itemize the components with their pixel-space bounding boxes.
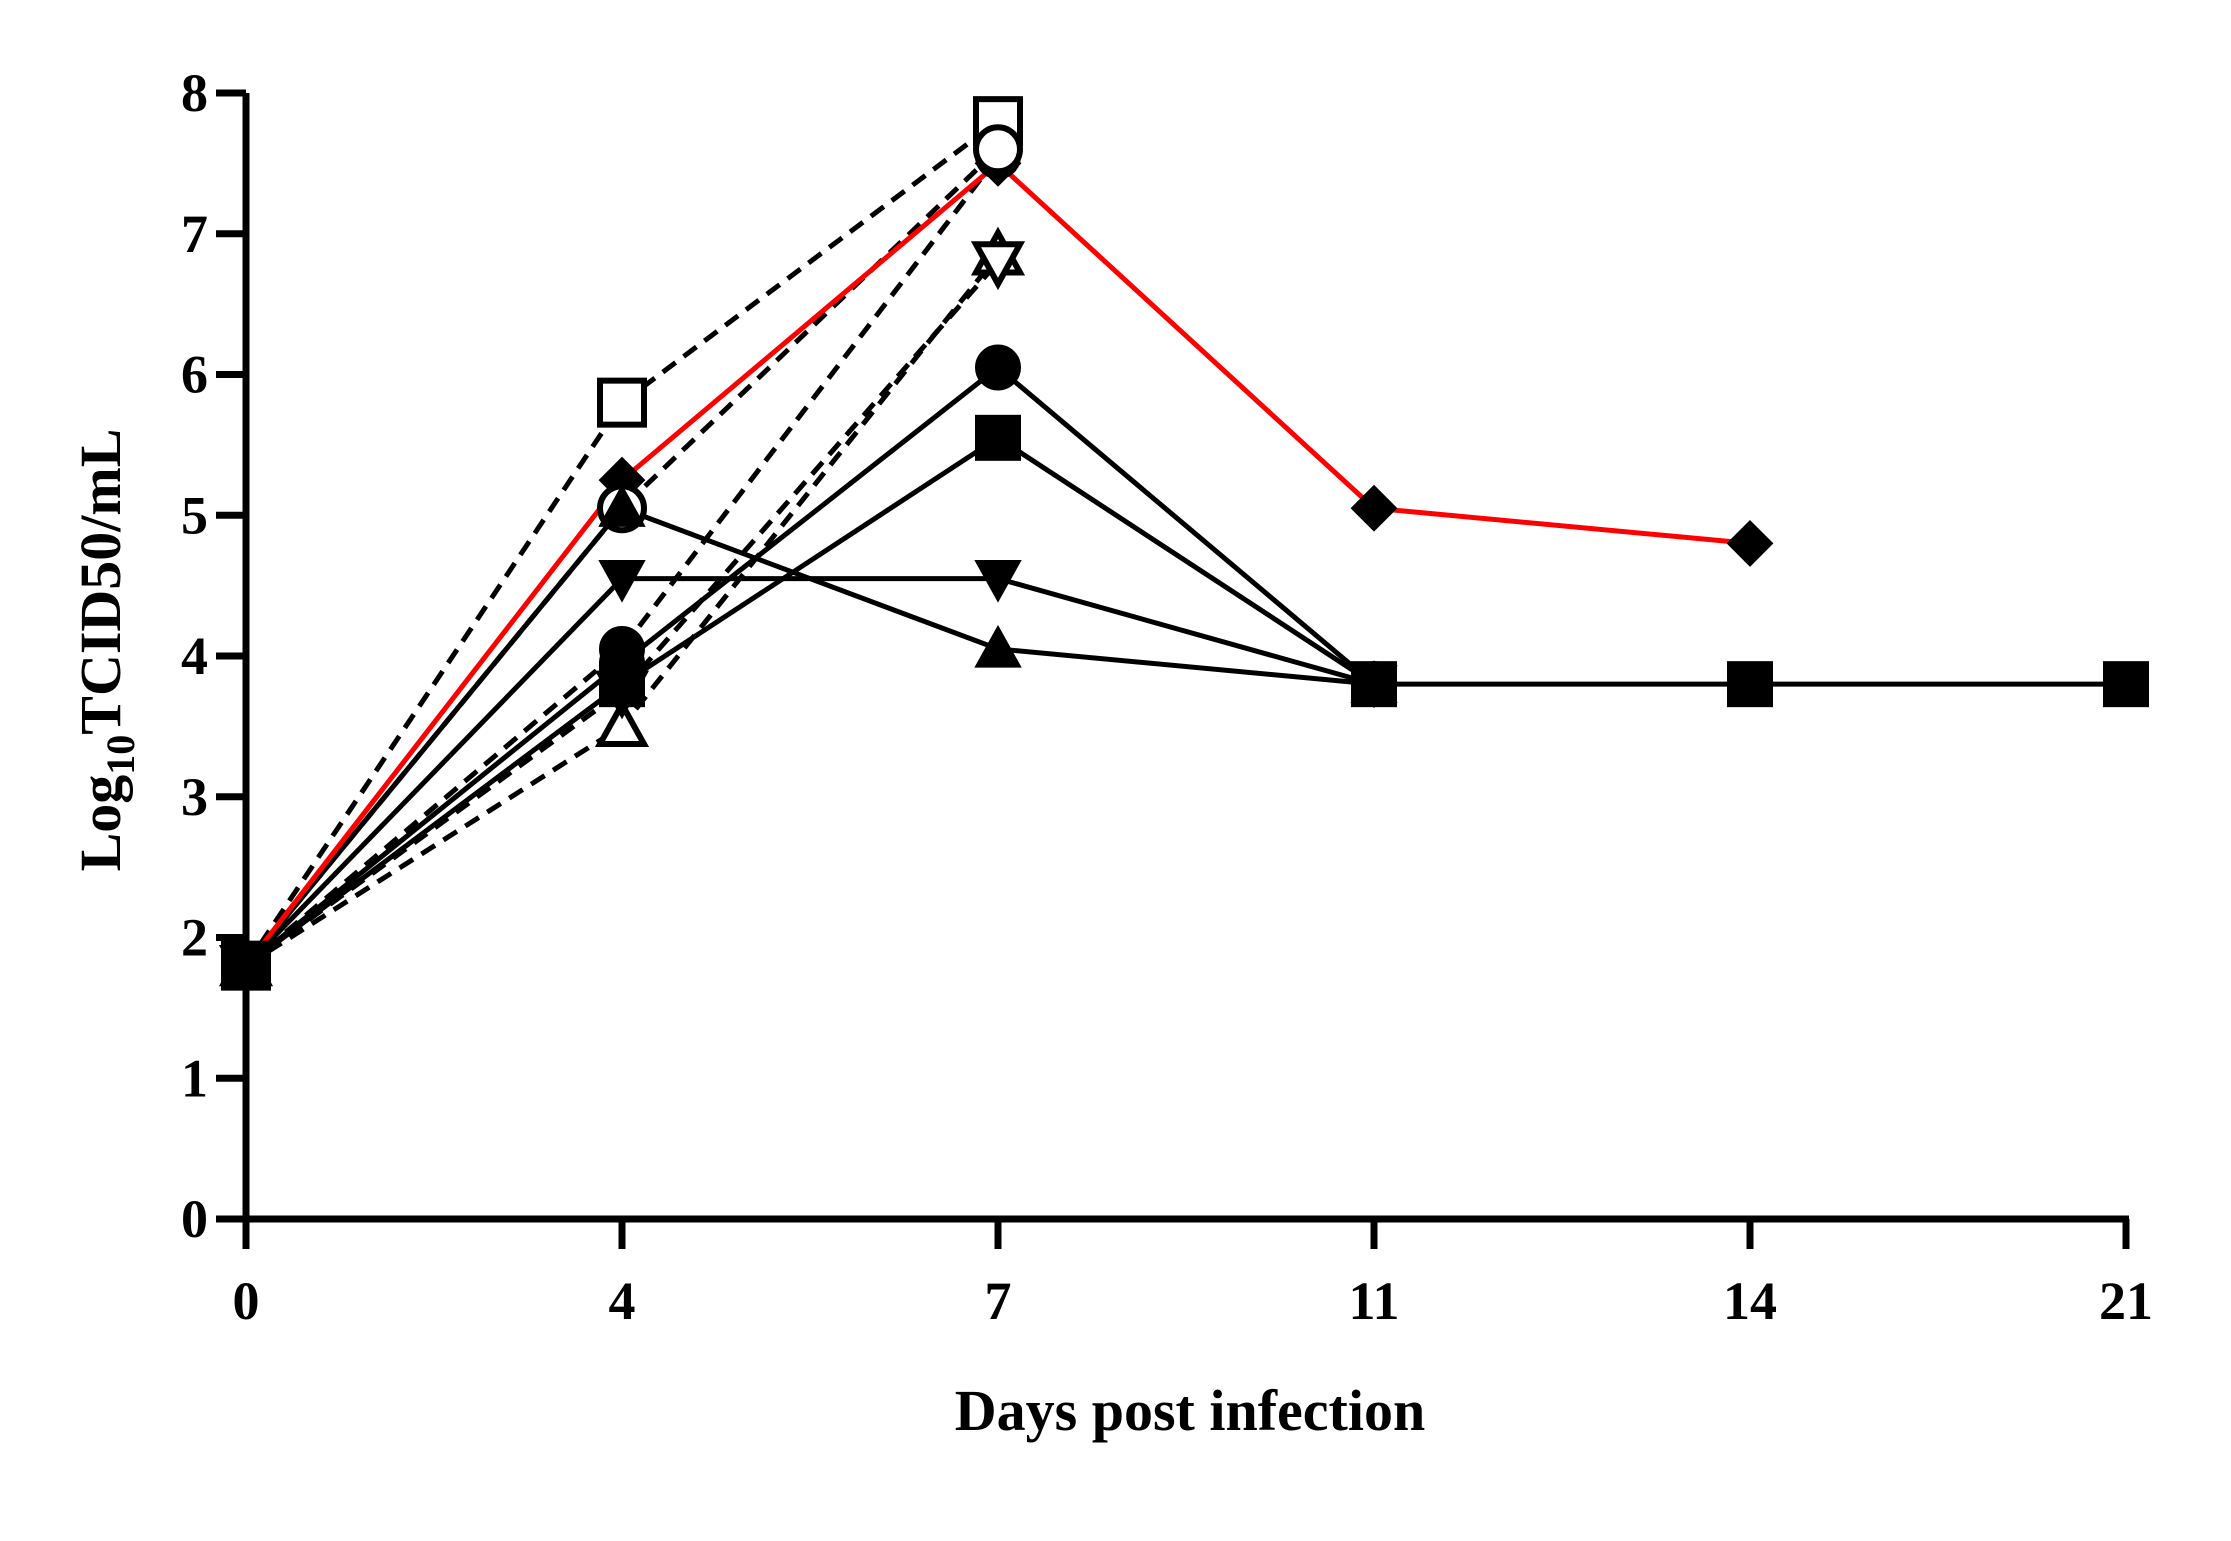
y-tick-label: 8 xyxy=(181,63,208,123)
series-line-3 xyxy=(244,253,1000,968)
data-point-square-filled xyxy=(1727,661,1773,708)
x-axis-title: Days post infection xyxy=(955,1378,1425,1443)
y-axis-title-suffix: TCID50/mL xyxy=(68,429,133,735)
data-point-square-filled xyxy=(975,414,1021,461)
data-point-circle-open xyxy=(973,124,1023,175)
data-point-triangle-down-open xyxy=(970,241,1026,291)
x-tick-label: 11 xyxy=(1348,1271,1399,1331)
data-point-triangle-up-open xyxy=(594,698,650,747)
y-tick-label: 0 xyxy=(181,1189,208,1249)
series-line-7 xyxy=(244,434,2126,968)
x-tick-label: 14 xyxy=(1723,1271,1777,1331)
series-lines xyxy=(243,119,2126,968)
series-line-9 xyxy=(244,505,1375,968)
data-point-triangle-up-filled xyxy=(1350,660,1398,703)
y-axis-title: Log10TCID50/mL xyxy=(68,429,143,872)
y-axis-title-prefix: Log xyxy=(68,775,133,872)
data-point-diamond-filled xyxy=(1350,484,1398,532)
data-point-triangle-up-filled xyxy=(598,484,646,527)
x-tick-label: 4 xyxy=(609,1271,636,1331)
series-line-6 xyxy=(244,364,1376,968)
series-line-4 xyxy=(244,260,1000,968)
y-ticks: 0 1 2 3 4 5 6 7 8 xyxy=(181,63,246,1249)
y-axis-title-subscript: 10 xyxy=(98,735,143,775)
data-point-triangle-down-filled xyxy=(974,559,1022,603)
series-line-5 xyxy=(244,147,1000,968)
data-point-diamond-filled xyxy=(1726,519,1774,567)
y-tick-label: 7 xyxy=(181,204,208,264)
data-point-square-open xyxy=(597,377,647,428)
y-tick-label: 3 xyxy=(181,767,208,827)
data-point-square-filled xyxy=(2103,661,2149,708)
x-tick-label: 7 xyxy=(985,1271,1012,1331)
y-tick-label: 4 xyxy=(181,626,208,686)
data-point-triangle-down-filled xyxy=(598,559,646,603)
data-point-circle-filled xyxy=(975,344,1021,391)
y-tick-label: 2 xyxy=(181,908,208,968)
x-ticks: 0 4 7 11 14 21 xyxy=(233,1219,2153,1331)
series-line-2 xyxy=(244,154,1000,968)
x-tick-label: 21 xyxy=(2099,1271,2153,1331)
data-point-triangle-up-filled xyxy=(974,624,1022,668)
series-line-1 xyxy=(243,119,1000,968)
data-point-square-filled xyxy=(599,661,645,708)
y-tick-label: 6 xyxy=(181,345,208,405)
series-line-8 xyxy=(244,576,1375,968)
y-tick-label: 5 xyxy=(181,485,208,545)
data-point-triangle-up-filled xyxy=(222,941,270,985)
series-markers xyxy=(218,96,2149,994)
axes xyxy=(242,93,2129,1223)
x-tick-label: 0 xyxy=(233,1271,260,1331)
y-tick-label: 1 xyxy=(181,1048,208,1108)
